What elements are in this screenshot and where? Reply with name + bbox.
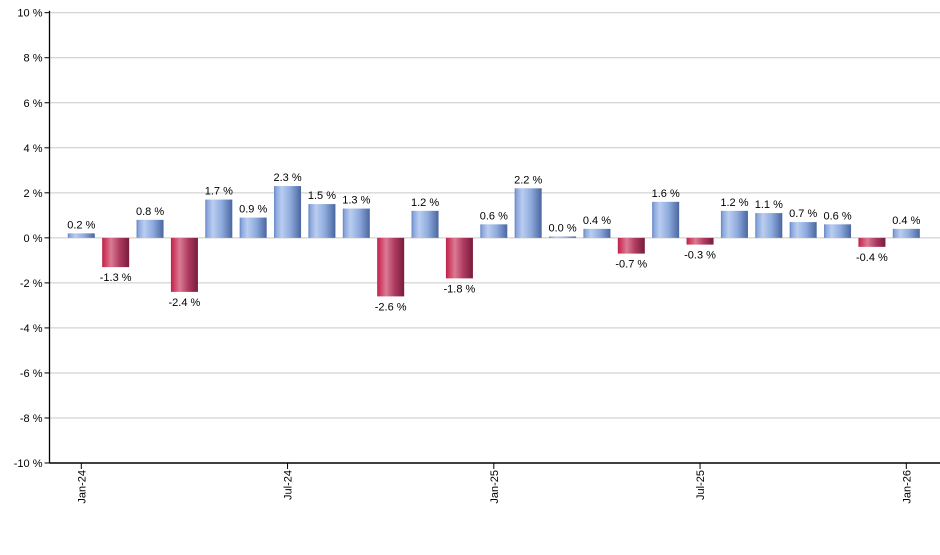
bar-value-label: 0.6 % <box>823 210 851 222</box>
bar-value-label: 0.8 % <box>136 206 164 218</box>
bar <box>652 201 680 238</box>
x-tick-label: Jan-26 <box>901 470 913 504</box>
bar-value-label: 1.5 % <box>308 190 336 202</box>
bar <box>445 237 473 279</box>
bar <box>411 210 439 238</box>
y-tick-label: 2 % <box>24 188 43 200</box>
bar <box>549 236 577 238</box>
bar <box>342 208 370 238</box>
bar-value-label: 0.2 % <box>67 219 95 231</box>
bar-value-label: 0.0 % <box>548 222 576 234</box>
y-tick-label: -8 % <box>20 413 43 425</box>
y-tick-label: 4 % <box>24 143 43 155</box>
bar-value-label: -2.4 % <box>169 297 201 309</box>
bar <box>514 188 542 238</box>
y-tick-label: 10 % <box>17 8 42 20</box>
bar <box>274 186 302 238</box>
bar-value-label: -0.7 % <box>615 259 647 271</box>
bar-value-label: 2.2 % <box>514 174 542 186</box>
bar <box>789 222 817 238</box>
bar <box>308 204 336 238</box>
bar-value-label: 1.3 % <box>342 195 370 207</box>
bar-value-label: 0.6 % <box>480 210 508 222</box>
bar <box>239 217 267 238</box>
x-tick-label: Jan-25 <box>489 470 501 504</box>
bar-value-label: 0.9 % <box>239 204 267 216</box>
bar-value-label: -2.6 % <box>375 301 407 313</box>
bar-value-label: 0.4 % <box>583 215 611 227</box>
bar <box>67 233 95 238</box>
y-tick-label: -2 % <box>20 278 43 290</box>
y-tick-label: 0 % <box>24 233 43 245</box>
bar-value-label: 0.7 % <box>789 208 817 220</box>
bar-value-label: -1.3 % <box>100 272 132 284</box>
bar <box>377 237 405 297</box>
y-tick-label: -6 % <box>20 368 43 380</box>
bar-value-label: -0.3 % <box>684 250 716 262</box>
bar-value-label: 0.4 % <box>892 215 920 227</box>
bar <box>170 237 198 292</box>
bar-value-label: 1.1 % <box>755 199 783 211</box>
y-tick-label: 8 % <box>24 53 43 65</box>
x-tick-label: Jan-24 <box>76 470 88 504</box>
bar <box>102 237 130 268</box>
bar-value-label: 1.6 % <box>652 188 680 200</box>
bar <box>755 213 783 238</box>
y-tick-label: -4 % <box>20 323 43 335</box>
bar <box>858 237 886 247</box>
bar-value-label: 1.2 % <box>411 197 439 209</box>
bar <box>892 228 920 238</box>
bar <box>583 228 611 238</box>
bar <box>480 224 508 238</box>
bar <box>686 237 714 245</box>
x-tick-label: Jul-25 <box>695 470 707 500</box>
y-tick-label: -10 % <box>14 458 43 470</box>
bar-value-label: -0.4 % <box>856 252 888 264</box>
bar <box>205 199 233 238</box>
bar <box>720 210 748 238</box>
bar-value-label: 2.3 % <box>273 172 301 184</box>
bar <box>824 224 852 238</box>
bar-value-label: 1.2 % <box>720 197 748 209</box>
bar <box>136 219 164 238</box>
x-tick-label: Jul-24 <box>283 470 295 500</box>
bar-value-label: -1.8 % <box>444 283 476 295</box>
bar <box>617 237 645 254</box>
bar-value-label: 1.7 % <box>205 186 233 198</box>
y-tick-label: 6 % <box>24 98 43 110</box>
